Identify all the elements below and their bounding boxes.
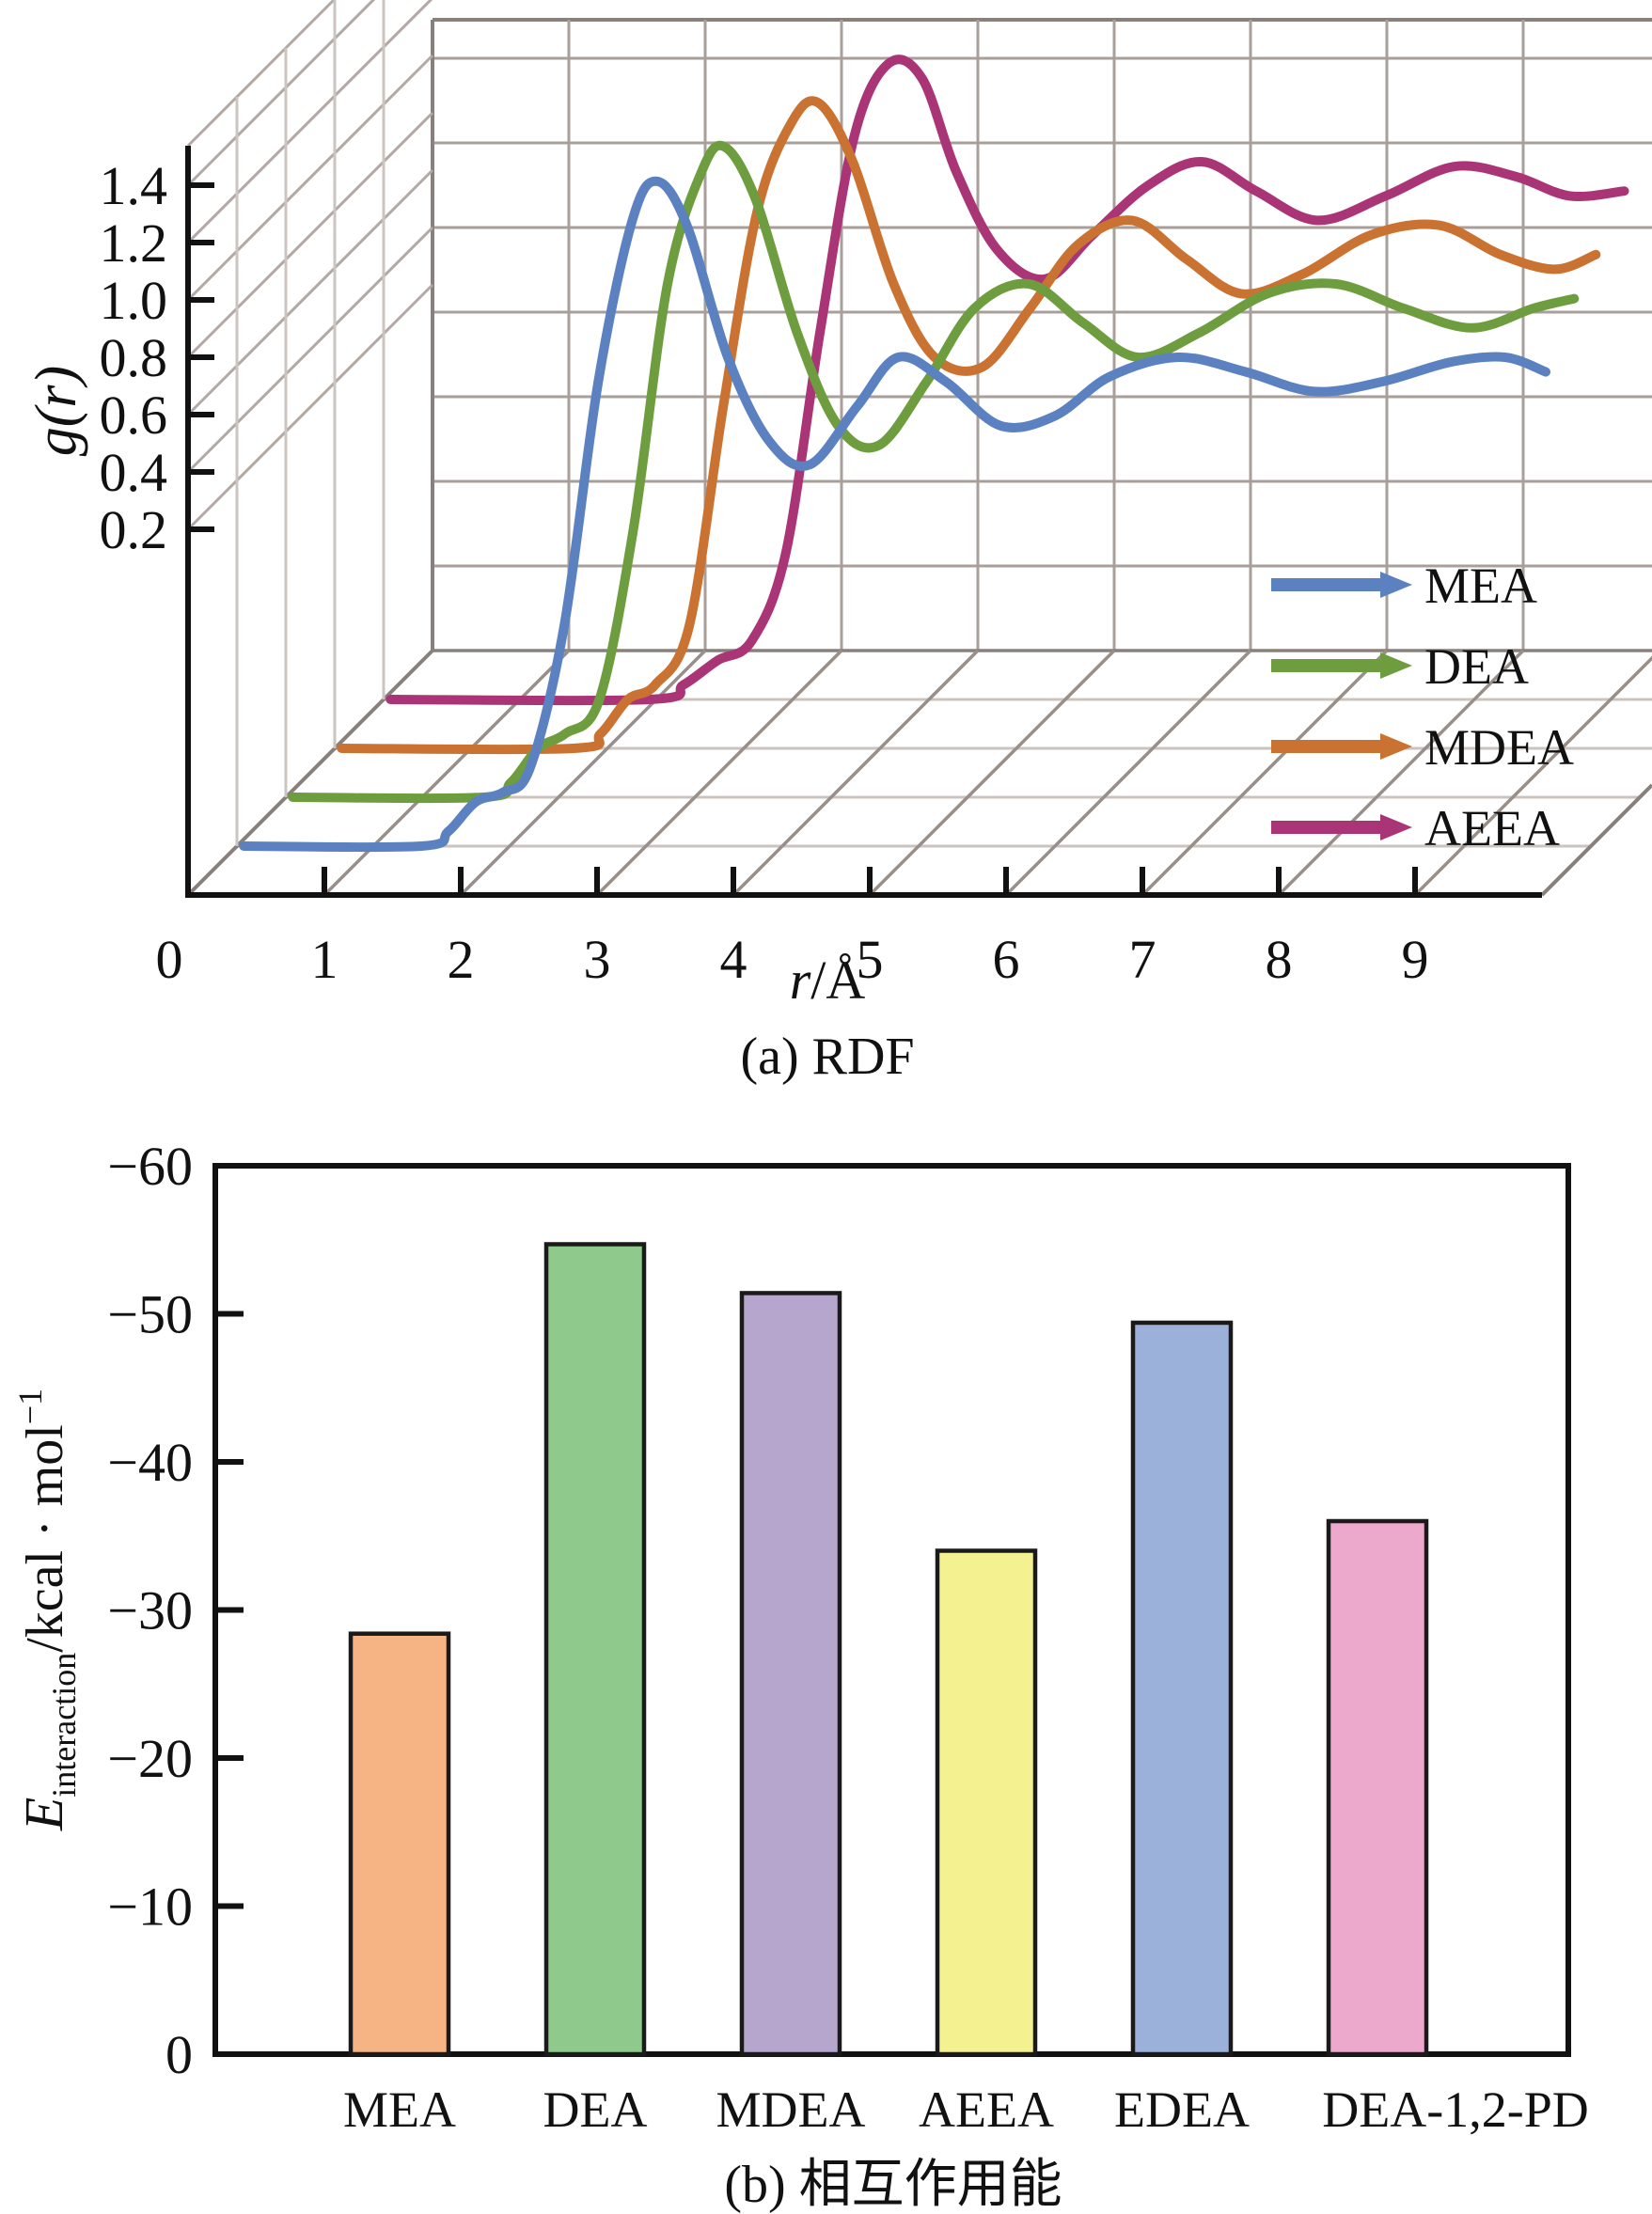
- floor-diagonal: [1141, 649, 1389, 897]
- x-axis-tick-label: 2: [448, 929, 475, 990]
- bars: [348, 1242, 1429, 2057]
- category-label: EDEA: [1114, 2081, 1250, 2138]
- panel-b: −60 −50 −40 −30 −20 −10 0 MEA DEA MDEA AEEA EDEA DEA…: [11, 1136, 1589, 2138]
- x-axis-tick-label: 9: [1402, 929, 1429, 990]
- legend-label: MDEA: [1424, 719, 1574, 776]
- wall-diagonal: [186, 0, 376, 187]
- legend-label: DEA: [1424, 638, 1529, 695]
- wall-diagonal: [186, 54, 434, 302]
- y-axis-tick-label: 1.0: [100, 270, 168, 331]
- legend: MEA DEA MDEA AEEA: [1271, 557, 1574, 856]
- x-axis-tick-label: 0: [156, 929, 183, 990]
- legend-entry-DEA: DEA: [1271, 638, 1529, 695]
- x-axis-tick-label: 7: [1129, 929, 1156, 990]
- bar-MDEA: [739, 1291, 842, 2057]
- legend-arrow-icon: [1380, 814, 1412, 840]
- wall-diagonal: [186, 226, 434, 474]
- floor-diagonal: [732, 649, 980, 897]
- category-label: DEA: [543, 2081, 648, 2138]
- legend-label: MEA: [1424, 557, 1537, 614]
- rdf-curves: [239, 55, 1629, 853]
- rdf-curve-MEA: [239, 176, 1550, 853]
- floor-left-edge: [186, 649, 434, 897]
- floor-diagonal: [868, 649, 1116, 897]
- x-axis-tick-label: 1: [311, 929, 338, 990]
- bar-MEA: [348, 1631, 451, 2057]
- wall-top-edge: [186, 0, 336, 148]
- interaction-energy-bar-chart: −60 −50 −40 −30 −20 −10 0 MEA DEA MDEA AEEA EDEA DEA…: [11, 1136, 1589, 2138]
- y-axis-tick-label: 0.8: [100, 327, 168, 388]
- x-axis-tick-label: 6: [993, 929, 1020, 990]
- bar-DEA: [543, 1242, 647, 2057]
- x-axis-title: r/Å: [790, 950, 866, 1011]
- wall-diagonal: [186, 111, 434, 359]
- panel-b-caption: (b) 相互作用能: [724, 2156, 1062, 2214]
- floor-diagonal: [1413, 655, 1652, 897]
- rdf-3d-waterfall-chart: 1.41.21.00.80.60.40.2 0 1 2 3 4 5 6 7 8 9 g(r) r/Å ME…: [24, 0, 1652, 1011]
- legend-arrow-icon: [1380, 572, 1412, 598]
- legend-arrow-icon: [1380, 652, 1412, 679]
- y-axis-tick-label: 1.4: [100, 155, 168, 216]
- y-axis-tick-label: −50: [107, 1284, 193, 1345]
- rdf-curve-DEA: [288, 140, 1580, 804]
- floor-diagonal: [1004, 649, 1252, 897]
- legend-entry-MEA: MEA: [1271, 557, 1537, 614]
- bar-AEEA: [935, 1548, 1038, 2057]
- panel-a-caption: (a) RDF: [740, 1028, 915, 1086]
- y-axis-tick-label: −30: [107, 1580, 193, 1641]
- x-axis-tick-label: 5: [857, 929, 884, 990]
- wall-diagonal: [186, 168, 434, 416]
- y-axis-title: g(r): [24, 366, 88, 456]
- category-label: MDEA: [716, 2081, 866, 2138]
- y-axis-title: Einteraction/kcal · mol−1: [11, 1389, 83, 1831]
- category-label: DEA-1,2-PD: [1322, 2081, 1588, 2138]
- floor-diagonal: [323, 649, 571, 897]
- x-axis-tick-label: 3: [584, 929, 611, 990]
- rdf-curve-MDEA: [337, 96, 1601, 755]
- panel-a-axes: 1.41.21.00.80.60.40.2 0 1 2 3 4 5 6 7 8 9 g(r) r/Å: [24, 146, 1542, 1011]
- bar-DEA-1,2-PD: [1326, 1518, 1429, 2057]
- mesh-3d-box: [186, 0, 1652, 897]
- legend-label: AEEA: [1424, 800, 1560, 856]
- wall-diagonal: [186, 283, 434, 531]
- y-axis-tick-label: 1.2: [100, 212, 168, 274]
- legend-entry-AEEA: AEEA: [1271, 800, 1560, 856]
- wall-diagonal: [186, 0, 433, 244]
- x-axis-tick-label: 4: [720, 929, 747, 990]
- y-axis-tick-label: −60: [107, 1136, 193, 1197]
- category-label: AEEA: [919, 2081, 1054, 2138]
- floor-diagonal: [459, 649, 707, 897]
- y-axis-tick-label: −20: [107, 1728, 193, 1789]
- floor-right-edge: [1540, 783, 1652, 897]
- category-label: MEA: [343, 2081, 456, 2138]
- legend-entry-MDEA: MDEA: [1271, 719, 1574, 776]
- floor-diagonal: [1277, 649, 1525, 897]
- rdf-curve-AEEA: [385, 55, 1629, 706]
- floor-diagonal: [595, 649, 843, 897]
- legend-arrow-icon: [1380, 733, 1412, 760]
- x-axis-tick-label: 8: [1266, 929, 1293, 990]
- y-axis-tick-label: 0: [165, 2024, 193, 2085]
- y-axis-tick-label: −10: [107, 1876, 193, 1938]
- y-axis-tick-label: 0.6: [100, 385, 168, 446]
- y-axis-tick-label: −40: [107, 1432, 193, 1493]
- bar-EDEA: [1130, 1320, 1234, 2057]
- y-axis-tick-label: 0.4: [100, 442, 168, 503]
- y-axis-tick-label: 0.2: [100, 499, 168, 560]
